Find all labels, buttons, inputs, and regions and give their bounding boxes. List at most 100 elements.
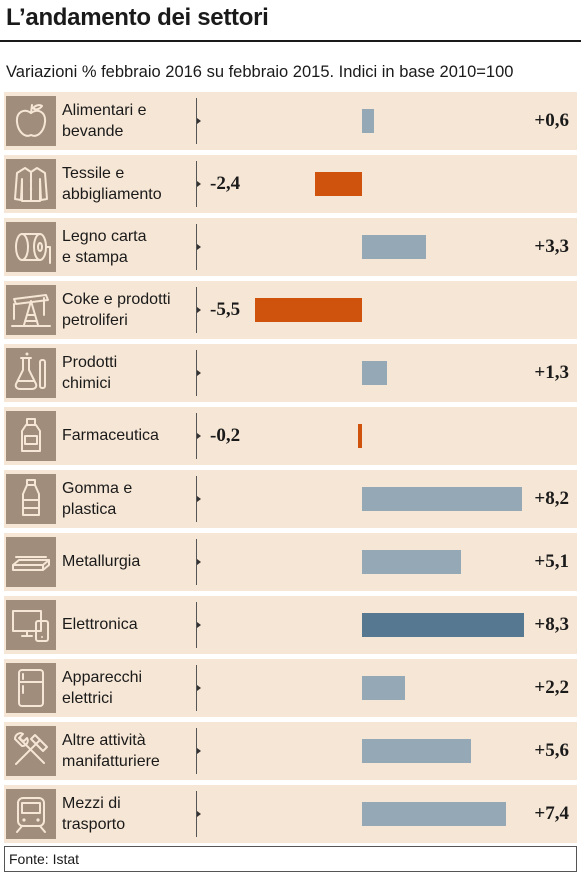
value-label: -2,4 — [210, 173, 241, 194]
row-divider — [196, 161, 197, 207]
source-box: Fonte: Istat — [4, 846, 577, 872]
metal-bars-icon — [6, 537, 56, 587]
sector-row: Altre attività manifatturiere +5,6 — [4, 722, 577, 780]
paper-roll-icon — [6, 222, 56, 272]
sector-label-line: Alimentari e — [62, 102, 147, 119]
sector-label: Alimentari e bevande — [62, 100, 202, 142]
row-pointer — [197, 181, 201, 187]
row-pointer — [197, 685, 201, 691]
row-divider — [196, 791, 197, 837]
sector-label-line: chimici — [62, 375, 111, 392]
sector-label-line: Metallurgia — [62, 553, 141, 570]
chart-subtitle: Variazioni % febbraio 2016 su febbraio 2… — [6, 63, 514, 81]
oil-pump-icon — [6, 285, 56, 335]
sector-label-line: Elettronica — [62, 616, 138, 633]
bar — [254, 298, 362, 322]
sector-label-line: abbigliamento — [62, 186, 162, 203]
row-pointer — [197, 118, 201, 124]
sector-label-line: Tessile e — [62, 165, 125, 182]
bar — [362, 109, 374, 133]
bar — [358, 424, 362, 448]
sector-row: Elettronica +8,3 — [4, 596, 577, 654]
sector-row: Alimentari e bevande +0,6 — [4, 92, 577, 150]
sector-label: Prodotti chimici — [62, 352, 202, 394]
value-label: +1,3 — [534, 362, 569, 383]
sector-label-line: bevande — [62, 123, 124, 140]
row-pointer — [197, 559, 201, 565]
bar — [362, 739, 472, 763]
sector-label-line: elettrici — [62, 690, 113, 707]
sector-label: Mezzi di trasporto — [62, 793, 202, 835]
value-label: -5,5 — [210, 299, 241, 320]
sector-label: Coke e prodotti petroliferi — [62, 289, 202, 331]
sector-label: Farmaceutica — [62, 425, 202, 446]
sector-row: Coke e prodotti petroliferi -5,5 — [4, 281, 577, 339]
sector-label-line: Mezzi di — [62, 795, 121, 812]
train-icon — [6, 789, 56, 839]
sector-label-line: Legno carta — [62, 228, 147, 245]
row-pointer — [197, 433, 201, 439]
row-divider — [196, 287, 197, 333]
value-label: +3,3 — [534, 236, 569, 257]
row-divider — [196, 413, 197, 459]
sector-label: Gomma e plastica — [62, 478, 202, 520]
row-pointer — [197, 370, 201, 376]
value-label: +8,2 — [534, 488, 569, 509]
bar — [362, 235, 427, 259]
sector-row: Mezzi di trasporto +7,4 — [4, 785, 577, 843]
sector-label: Legno carta e stampa — [62, 226, 202, 268]
apple-icon — [6, 96, 56, 146]
bar — [362, 361, 388, 385]
bar — [362, 613, 524, 637]
sector-label-line: petroliferi — [62, 312, 128, 329]
row-pointer — [197, 496, 201, 502]
value-label: +0,6 — [534, 110, 569, 131]
sector-label: Elettronica — [62, 614, 202, 635]
sector-label-line: trasporto — [62, 816, 126, 833]
row-pointer — [197, 622, 201, 628]
sector-label: Tessile e abbigliamento — [62, 163, 202, 205]
row-divider — [196, 98, 197, 144]
sector-label-line: Farmaceutica — [62, 427, 159, 444]
bar — [362, 550, 462, 574]
row-pointer — [197, 244, 201, 250]
flask-icon — [6, 348, 56, 398]
value-label: +5,1 — [534, 551, 569, 572]
value-label: +5,6 — [534, 740, 569, 761]
tools-icon — [6, 726, 56, 776]
title-divider — [0, 40, 581, 42]
sector-label-line: Altre attività — [62, 732, 146, 749]
electronics-icon — [6, 600, 56, 650]
bar — [362, 802, 507, 826]
value-label: +8,3 — [534, 614, 569, 635]
source-note: Fonte: Istat — [9, 851, 80, 867]
sector-label: Apparecchi elettrici — [62, 667, 202, 709]
row-divider — [196, 224, 197, 270]
sector-row: Tessile e abbigliamento -2,4 — [4, 155, 577, 213]
bar — [362, 676, 405, 700]
plastic-bottle-icon — [6, 474, 56, 524]
sector-row: Gomma e plastica +8,2 — [4, 470, 577, 528]
fridge-icon — [6, 663, 56, 713]
row-pointer — [197, 811, 201, 817]
row-divider — [196, 602, 197, 648]
sector-row: Prodotti chimici +1,3 — [4, 344, 577, 402]
sector-row: Metallurgia +5,1 — [4, 533, 577, 591]
sector-label: Altre attività manifatturiere — [62, 730, 202, 772]
row-divider — [196, 350, 197, 396]
sector-row: Farmaceutica -0,2 — [4, 407, 577, 465]
sector-row: Legno carta e stampa +3,3 — [4, 218, 577, 276]
sector-label-line: plastica — [62, 501, 117, 518]
row-divider — [196, 539, 197, 585]
sector-label-line: Gomma e — [62, 480, 133, 497]
row-pointer — [197, 748, 201, 754]
sector-label: Metallurgia — [62, 551, 202, 572]
sector-label-line: Prodotti — [62, 354, 118, 371]
row-pointer — [197, 307, 201, 313]
sector-row: Apparecchi elettrici +2,2 — [4, 659, 577, 717]
bar — [362, 487, 522, 511]
bar — [315, 172, 362, 196]
value-label: -0,2 — [210, 425, 241, 446]
value-label: +7,4 — [534, 803, 569, 824]
row-divider — [196, 728, 197, 774]
